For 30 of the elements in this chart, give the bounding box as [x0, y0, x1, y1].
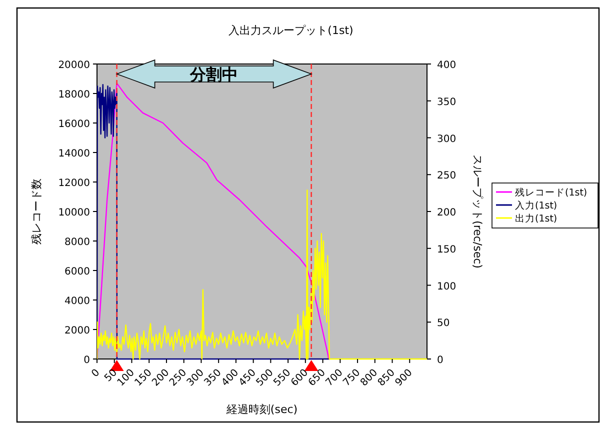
y-tick-label: 2000 [64, 326, 90, 336]
chart-title: 入出力スループット(1st) [228, 24, 354, 37]
y2-tick-label: 300 [437, 134, 456, 145]
y-tick-label: 20000 [58, 60, 90, 71]
annotation: 分割中 [189, 65, 238, 84]
y-tick-label: 4000 [64, 296, 90, 307]
y2-tick-label: 100 [437, 281, 456, 292]
y2-tick-label: 0 [437, 355, 444, 366]
y2-tick-label: 150 [437, 244, 456, 256]
y-tick-label: 0 [84, 355, 90, 366]
legend-label: 出力(1st) [515, 212, 558, 224]
y2-axis-title: スループット(rec/sec) [471, 154, 484, 268]
y-tick-label: 8000 [64, 237, 90, 248]
legend-label: 残レコード(1st) [515, 186, 588, 198]
y2-tick-label: 400 [437, 60, 456, 71]
y2-tick-label: 50 [437, 318, 450, 330]
y-tick-label: 18000 [58, 90, 90, 100]
x-axis-title: 経過時刻(sec) [225, 403, 298, 416]
y-tick-label: 16000 [58, 119, 90, 130]
y2-tick-label: 250 [437, 170, 456, 182]
legend-label: 入力(1st) [515, 200, 558, 212]
y-tick-label: 14000 [58, 148, 90, 160]
y-tick-label: 6000 [64, 266, 90, 278]
y-tick-label: 10000 [58, 208, 90, 218]
x-tick-label: 0 [90, 367, 102, 380]
y2-tick-label: 200 [437, 208, 456, 218]
y2-tick-label: 350 [437, 96, 456, 108]
x-tick-label: 900 [393, 367, 415, 389]
y-axis-title: 残レコード数 [30, 178, 43, 244]
y-tick-label: 12000 [58, 178, 90, 189]
